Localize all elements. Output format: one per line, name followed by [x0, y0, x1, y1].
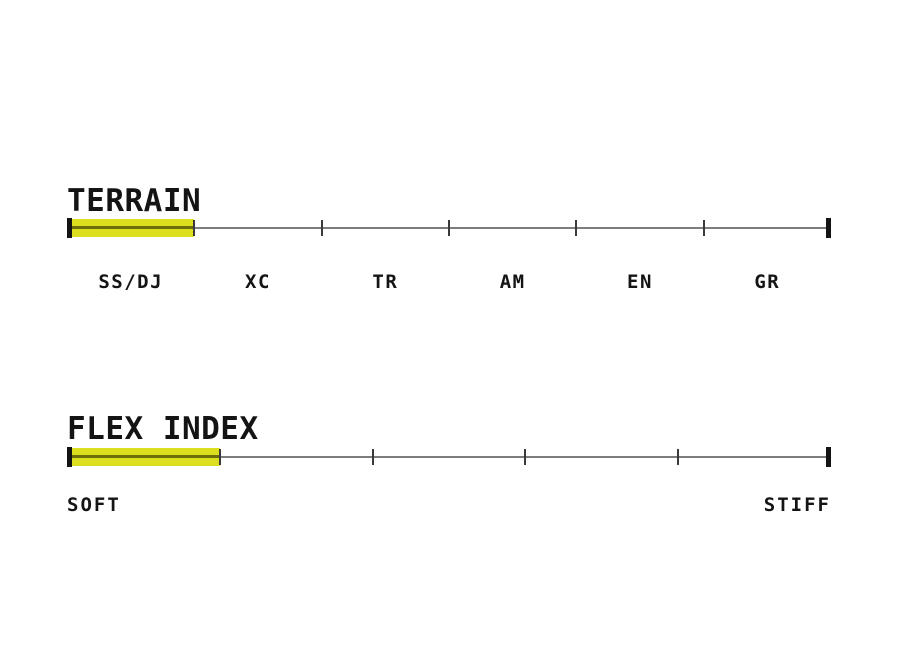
flex-index-track: [67, 447, 831, 467]
scale-label-gr: GR: [754, 271, 781, 293]
tick-mark: [524, 449, 527, 465]
terrain-scale-labels: SS/DJ XC TR AM EN GR: [67, 272, 831, 292]
terrain-track: [67, 218, 831, 238]
tick-mark: [575, 220, 578, 236]
scale-label-soft: SOFT: [67, 494, 121, 516]
tick-mark: [371, 449, 374, 465]
scale-label-en: EN: [627, 271, 653, 293]
tick-mark: [320, 220, 323, 236]
terrain-title: TERRAIN: [67, 182, 202, 219]
track-start-cap: [67, 447, 72, 467]
tick-mark: [218, 449, 221, 465]
scale-label-tr: TR: [372, 271, 399, 293]
track-start-cap: [67, 218, 72, 238]
gauge-fill: [67, 448, 220, 466]
tick-mark: [193, 220, 196, 236]
gauge-fill: [67, 219, 195, 237]
gauge-fill-center-line: [67, 455, 220, 458]
track-end-cap: [826, 218, 831, 238]
flex-index-title: FLEX INDEX: [67, 410, 259, 447]
tick-mark: [702, 220, 705, 236]
tick-mark: [677, 449, 680, 465]
track-end-cap: [826, 447, 831, 467]
track-line: [67, 456, 831, 458]
gauge-fill-center-line: [67, 226, 195, 229]
tick-mark: [448, 220, 450, 236]
scale-label-stiff: STIFF: [763, 494, 831, 516]
scale-label-am: AM: [499, 271, 526, 293]
flex-index-scale-labels: SOFT STIFF: [67, 495, 831, 515]
scale-label-xc: XC: [245, 271, 271, 293]
scale-label-ssdj: SS/DJ: [98, 271, 164, 293]
